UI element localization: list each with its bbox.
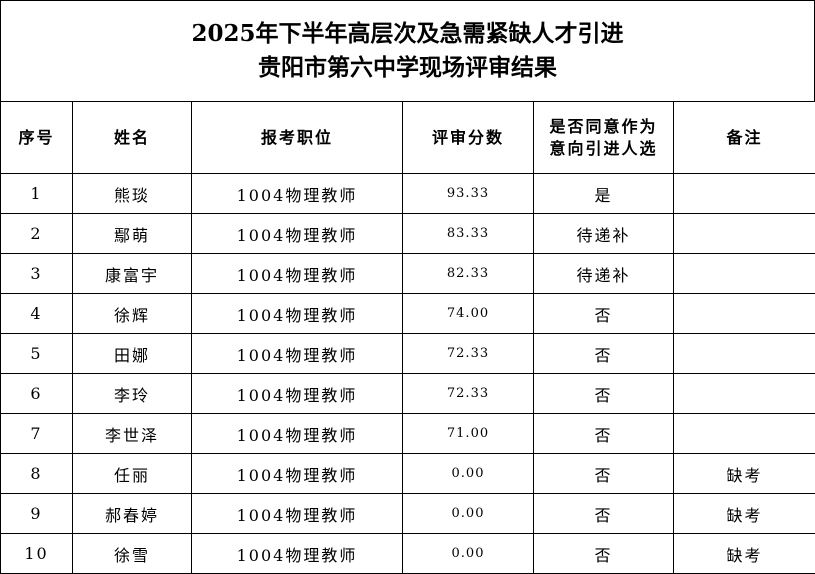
cell-position: 1004物理教师 — [191, 493, 403, 534]
cell-remark: 缺考 — [673, 453, 815, 494]
cell-intent: 否 — [533, 293, 674, 334]
cell-name: 康富宇 — [72, 253, 192, 294]
cell-no: 4 — [0, 293, 73, 334]
header-name: 姓名 — [72, 101, 192, 174]
cell-name: 田娜 — [72, 333, 192, 374]
header-score: 评审分数 — [402, 101, 534, 174]
cell-position: 1004物理教师 — [191, 173, 403, 214]
cell-name: 熊琰 — [72, 173, 192, 214]
cell-score: 71.00 — [402, 413, 534, 454]
cell-position: 1004物理教师 — [191, 253, 403, 294]
cell-position: 1004物理教师 — [191, 213, 403, 254]
table-row: 7 李世泽 1004物理教师 71.00 否 — [0, 413, 815, 454]
cell-remark — [673, 413, 815, 454]
cell-intent: 待递补 — [533, 213, 674, 254]
cell-no: 7 — [0, 413, 73, 454]
table-row: 2 鄢萌 1004物理教师 83.33 待递补 — [0, 213, 815, 254]
cell-position: 1004物理教师 — [191, 373, 403, 414]
table-row: 5 田娜 1004物理教师 72.33 否 — [0, 333, 815, 374]
table-row: 4 徐辉 1004物理教师 74.00 否 — [0, 293, 815, 334]
cell-position: 1004物理教师 — [191, 293, 403, 334]
cell-remark: 缺考 — [673, 533, 815, 574]
cell-no: 8 — [0, 453, 73, 494]
cell-score: 82.33 — [402, 253, 534, 294]
cell-intent: 否 — [533, 373, 674, 414]
cell-score: 83.33 — [402, 213, 534, 254]
table-row: 3 康富宇 1004物理教师 82.33 待递补 — [0, 253, 815, 294]
cell-remark: 缺考 — [673, 493, 815, 534]
cell-name: 鄢萌 — [72, 213, 192, 254]
cell-score: 0.00 — [402, 493, 534, 534]
cell-position: 1004物理教师 — [191, 533, 403, 574]
cell-score: 72.33 — [402, 373, 534, 414]
cell-remark — [673, 373, 815, 414]
cell-remark — [673, 293, 815, 334]
header-intent: 是否同意作为意向引进人选 — [533, 101, 674, 174]
cell-score: 0.00 — [402, 453, 534, 494]
table-row: 6 李玲 1004物理教师 72.33 否 — [0, 373, 815, 414]
title-line-1: 2025年下半年高层次及急需紧缺人才引进 — [191, 20, 624, 47]
cell-name: 郝春婷 — [72, 493, 192, 534]
header-remark: 备注 — [673, 101, 815, 174]
table-row: 1 熊琰 1004物理教师 93.33 是 — [0, 173, 815, 214]
cell-name: 李玲 — [72, 373, 192, 414]
title-line-2: 贵阳市第六中学现场评审结果 — [258, 54, 557, 81]
cell-name: 李世泽 — [72, 413, 192, 454]
cell-name: 徐辉 — [72, 293, 192, 334]
cell-remark — [673, 333, 815, 374]
cell-position: 1004物理教师 — [191, 413, 403, 454]
cell-remark — [673, 253, 815, 294]
cell-no: 1 — [0, 173, 73, 214]
cell-name: 任丽 — [72, 453, 192, 494]
cell-score: 74.00 — [402, 293, 534, 334]
cell-intent: 是 — [533, 173, 674, 214]
cell-no: 2 — [0, 213, 73, 254]
header-position: 报考职位 — [191, 101, 403, 174]
table-row: 10 徐雪 1004物理教师 0.00 否缺考 — [0, 533, 815, 574]
results-table: 序号 姓名 报考职位 评审分数 是否同意作为意向引进人选 备注 1 熊琰 1004物… — [0, 101, 815, 574]
cell-score: 72.33 — [402, 333, 534, 374]
table-row: 9 郝春婷 1004物理教师 0.00 否缺考 — [0, 493, 815, 534]
cell-no: 6 — [0, 373, 73, 414]
cell-intent: 否 — [533, 453, 674, 494]
cell-no: 5 — [0, 333, 73, 374]
cell-intent: 否 — [533, 533, 674, 574]
cell-score: 0.00 — [402, 533, 534, 574]
cell-remark — [673, 213, 815, 254]
cell-intent: 否 — [533, 333, 674, 374]
cell-no: 9 — [0, 493, 73, 534]
cell-name: 徐雪 — [72, 533, 192, 574]
cell-position: 1004物理教师 — [191, 453, 403, 494]
cell-intent: 否 — [533, 413, 674, 454]
header-row: 序号 姓名 报考职位 评审分数 是否同意作为意向引进人选 备注 — [0, 101, 815, 174]
cell-intent: 待递补 — [533, 253, 674, 294]
header-no: 序号 — [0, 101, 73, 174]
cell-no: 10 — [0, 533, 73, 574]
document-title: 2025年下半年高层次及急需紧缺人才引进 贵阳市第六中学现场评审结果 — [0, 0, 815, 101]
table-row: 8 任丽 1004物理教师 0.00 否缺考 — [0, 453, 815, 494]
cell-position: 1004物理教师 — [191, 333, 403, 374]
cell-no: 3 — [0, 253, 73, 294]
cell-score: 93.33 — [402, 173, 534, 214]
cell-intent: 否 — [533, 493, 674, 534]
cell-remark — [673, 173, 815, 214]
